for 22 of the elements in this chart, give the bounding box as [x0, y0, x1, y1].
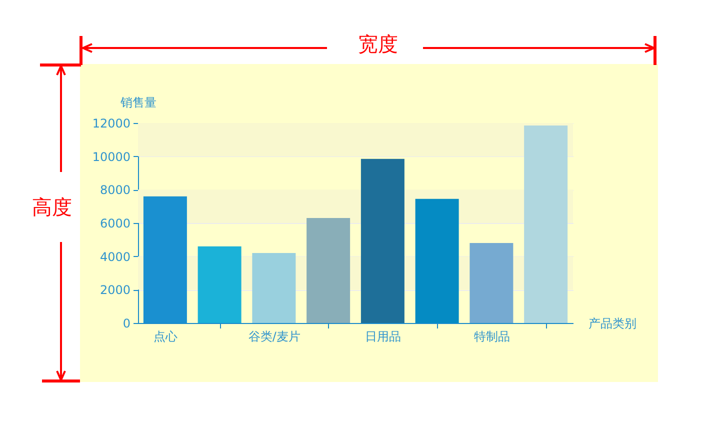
bar — [470, 243, 514, 323]
y-axis-title: 销售量 — [120, 96, 156, 110]
bar — [306, 218, 350, 323]
y-tick-label: 2000 — [100, 283, 130, 298]
y-tick-label: 10000 — [92, 150, 130, 164]
y-tick-label: 4000 — [100, 250, 130, 264]
text: 宽度 — [358, 32, 398, 56]
x-tick-label: 日用品 — [365, 330, 402, 344]
x-axis-title: 产品类别 — [588, 316, 636, 330]
x-tick-label: 谷类/麦片 — [248, 330, 300, 344]
bar — [524, 126, 568, 323]
y-tick-label: 6000 — [100, 216, 130, 230]
bar — [360, 158, 404, 323]
x-tick-label: 特制品 — [474, 330, 510, 344]
x-tick-label: 点心 — [154, 330, 178, 344]
y-tick-label: 12000 — [92, 116, 130, 130]
bar — [415, 198, 459, 323]
text: 高度 — [32, 195, 72, 219]
bar — [252, 253, 296, 323]
y-tick-label: 0 — [122, 316, 130, 330]
bar — [198, 246, 242, 323]
y-tick-label: 8000 — [100, 183, 130, 198]
